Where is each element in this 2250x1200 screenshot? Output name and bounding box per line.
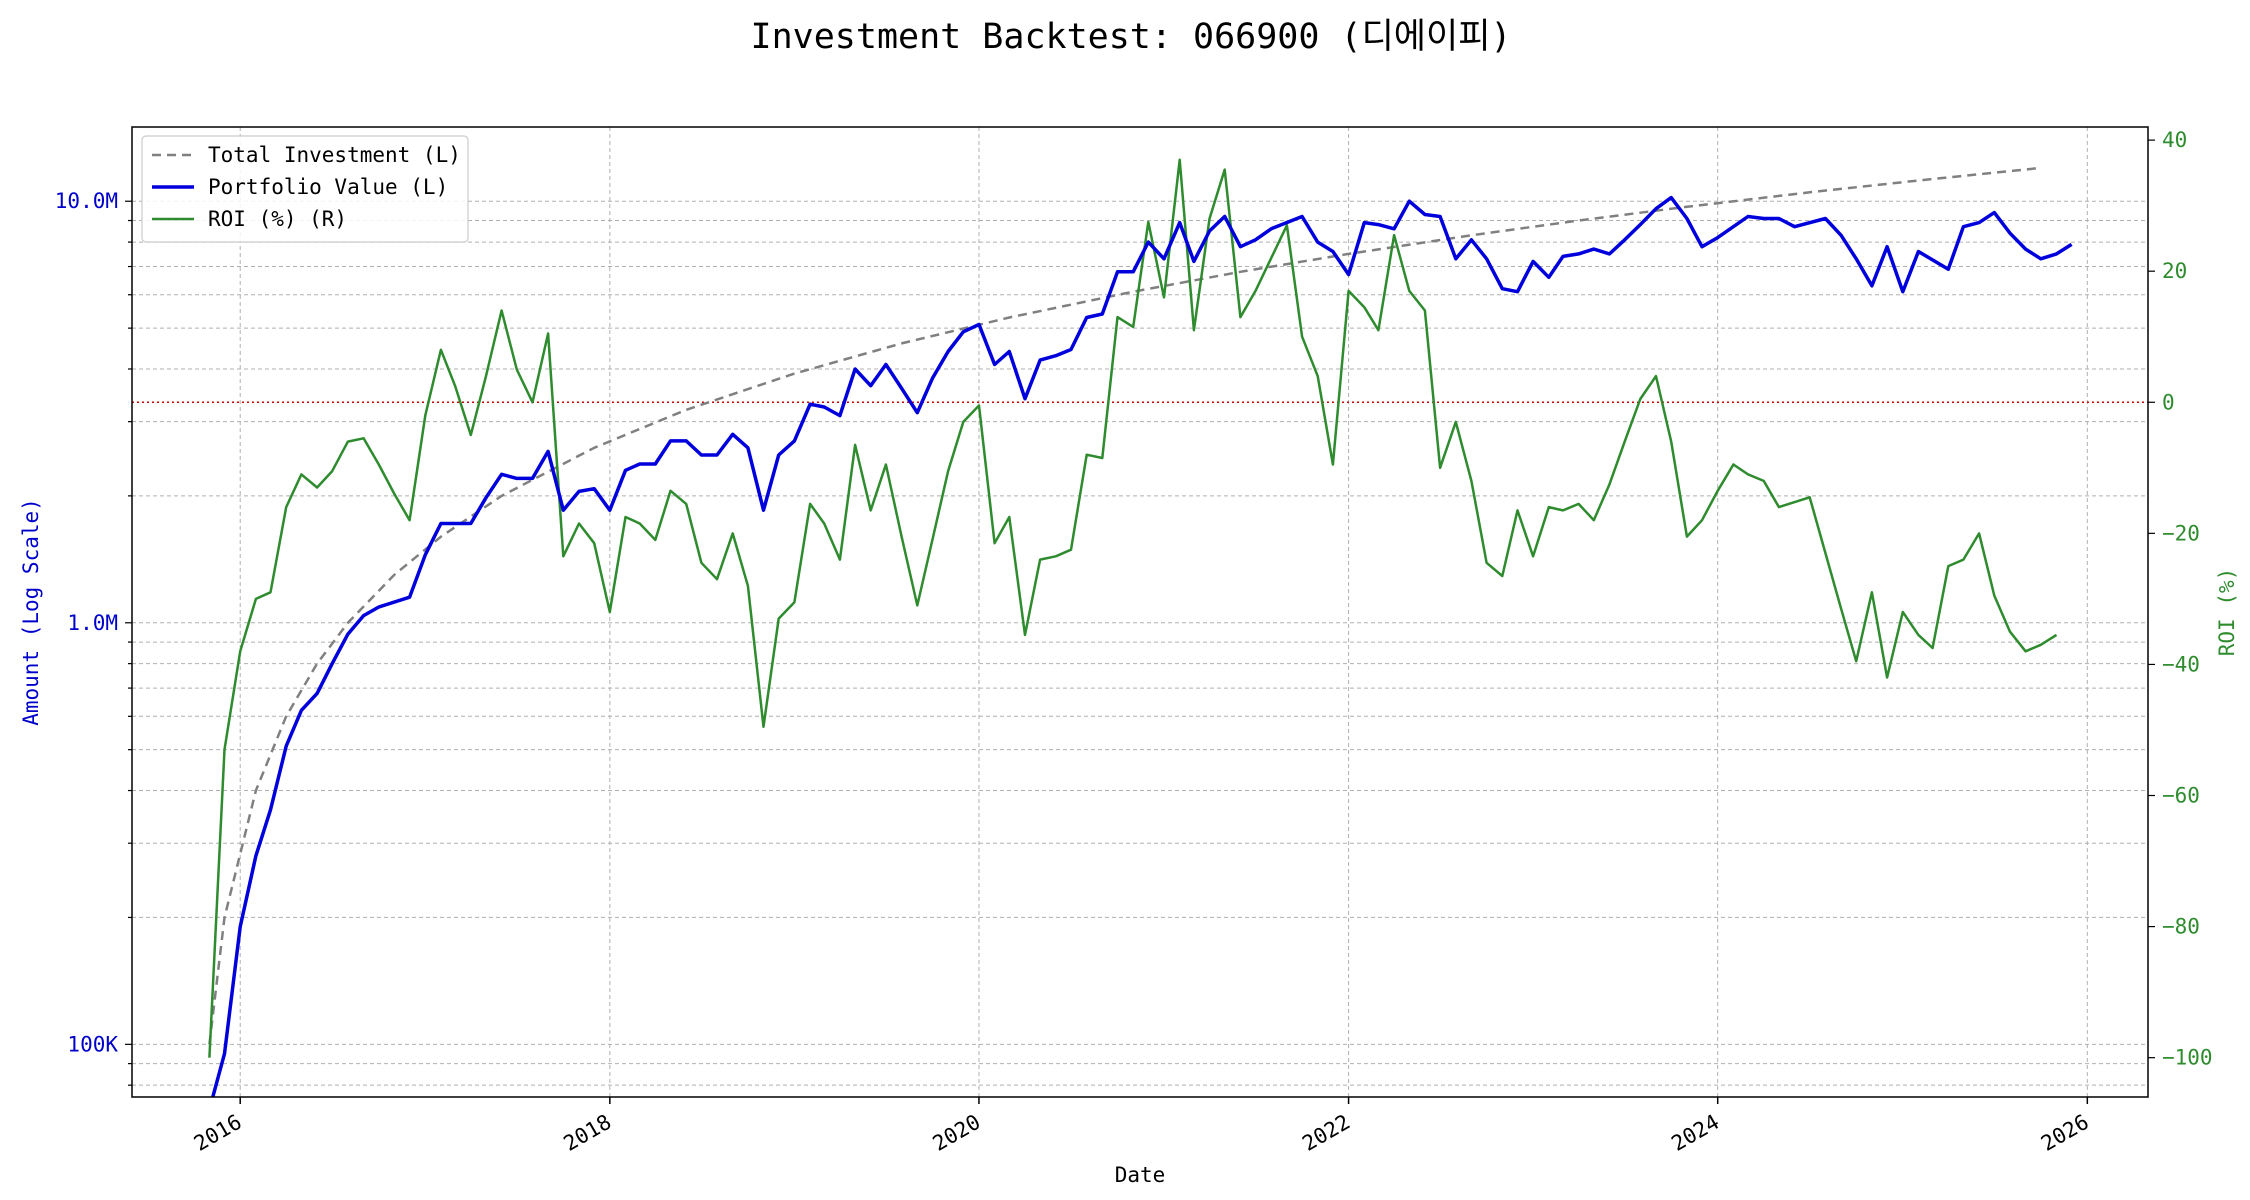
y-right-tick-label: −40 [2162,652,2200,676]
x-tick-label: 2016 [190,1110,246,1156]
x-axis-label: Date [1115,1163,1166,1187]
y-left-tick-label: 10.0M [55,189,118,213]
x-tick-label: 2020 [929,1110,985,1156]
y-left-tick-label: 100K [67,1032,118,1056]
y-right-tick-label: −100 [2162,1046,2213,1070]
x-axis: 2016 2018 2020 2022 2024 2026 [190,1097,2093,1156]
grid [132,127,2148,1097]
y-axis-left-label: Amount (Log Scale) [19,498,43,726]
series-lines [208,158,2073,1097]
legend-entry: ROI (%) (R) [208,207,347,231]
y-axis-left: 100K 1.0M 10.0M [55,189,132,1086]
x-tick-label: 2026 [2037,1110,2093,1156]
x-tick-label: 2024 [1667,1110,1723,1156]
chart-title: Investment Backtest: 066900 (디에이피) [751,17,1512,57]
y-axis-right: −100 −80 −60 −40 −20 0 20 40 [2148,128,2213,1070]
legend-box [141,135,469,243]
roi-line [208,158,2058,1058]
y-right-tick-label: 40 [2162,128,2187,152]
y-right-tick-label: 20 [2162,259,2187,283]
x-tick-label: 2018 [560,1110,616,1156]
x-tick-label: 2022 [1298,1110,1354,1156]
plot-frame [131,126,2149,1098]
y-right-tick-label: 0 [2162,390,2175,414]
legend-entry: Portfolio Value (L) [208,175,448,199]
legend-entry: Total Investment (L) [208,143,461,167]
y-right-tick-label: −60 [2162,784,2200,808]
y-left-tick-label: 1.0M [67,611,118,635]
portfolio-value-line [210,195,2073,1097]
total-investment-line [208,166,2041,1045]
y-axis-right-label: ROI (%) [2215,568,2239,657]
legend: Total Investment (L) Portfolio Value (L) R… [141,135,469,243]
y-right-tick-label: −20 [2162,521,2200,545]
y-right-tick-label: −80 [2162,915,2200,939]
